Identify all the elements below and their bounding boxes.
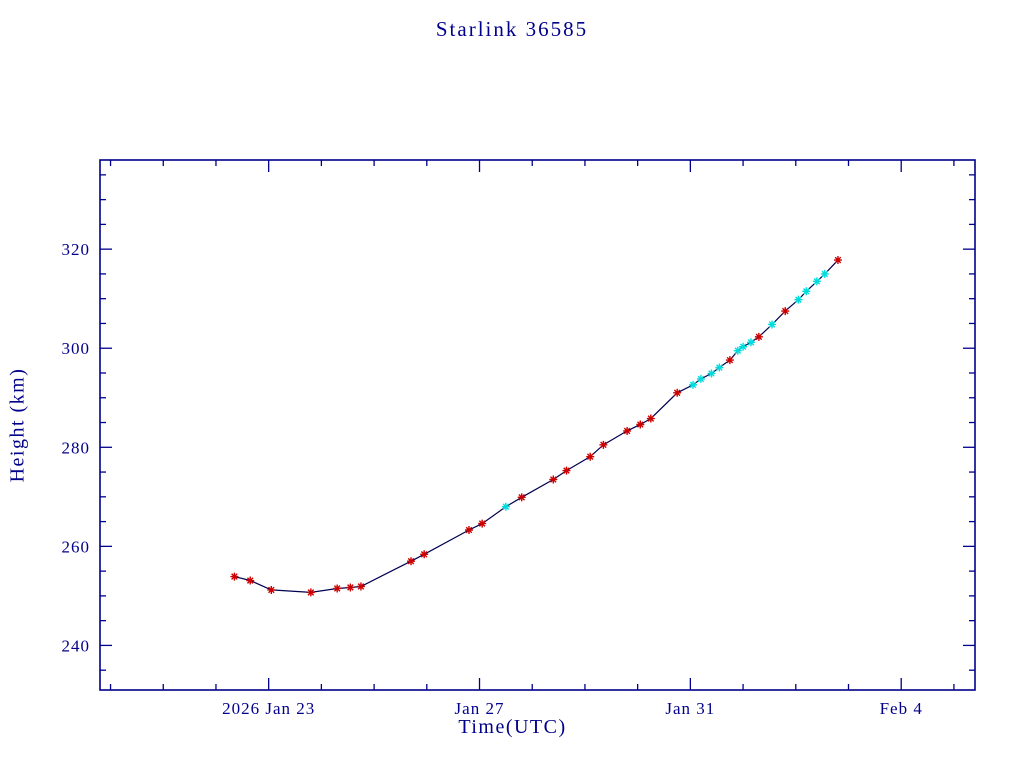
data-marker-cyan [733, 346, 742, 355]
data-marker-red [673, 388, 682, 397]
data-marker-red [562, 466, 571, 475]
data-marker-cyan [696, 374, 705, 383]
data-marker-red [346, 583, 355, 592]
data-marker-red [517, 493, 526, 502]
data-marker-red [246, 576, 255, 585]
data-marker-red [646, 414, 655, 423]
data-marker-red [406, 557, 415, 566]
data-marker-red [306, 588, 315, 597]
data-marker-cyan [768, 320, 777, 329]
data-marker-cyan [739, 342, 748, 351]
data-marker-cyan [501, 502, 510, 511]
x-tick-label: Jan 31 [665, 699, 715, 718]
data-marker-red [464, 526, 473, 535]
plot-frame [99, 159, 976, 691]
chart-title: Starlink 36585 [435, 17, 589, 41]
data-marker-red [478, 519, 487, 528]
data-marker-red [230, 572, 239, 581]
x-tick-label: 2026 Jan 23 [222, 699, 315, 718]
data-marker-cyan [746, 338, 755, 347]
data-marker-red [781, 307, 790, 316]
y-tick-label: 260 [62, 537, 91, 556]
y-tick-label: 280 [62, 438, 91, 457]
data-marker-red [599, 440, 608, 449]
data-marker-red [267, 585, 276, 594]
data-marker-cyan [802, 287, 811, 296]
data-marker-red [725, 356, 734, 365]
x-tick-label: Jan 27 [455, 699, 505, 718]
data-marker-red [754, 332, 763, 341]
y-tick-label: 300 [62, 339, 91, 358]
x-axis-label: Time(UTC) [458, 716, 567, 738]
data-marker-red [356, 582, 365, 591]
data-marker-red [623, 426, 632, 435]
data-marker-cyan [707, 369, 716, 378]
height-curve [234, 259, 839, 594]
data-marker-cyan [820, 269, 829, 278]
x-tick-label: Feb 4 [880, 699, 923, 718]
data-marker-red [586, 452, 595, 461]
y-tick-label: 240 [62, 636, 91, 655]
data-marker-red [636, 420, 645, 429]
data-marker-red [549, 475, 558, 484]
data-marker-cyan [688, 380, 697, 389]
data-marker-cyan [715, 363, 724, 372]
data-marker-red [333, 584, 342, 593]
data-marker-cyan [794, 295, 803, 304]
data-marker-red [833, 256, 842, 265]
data-marker-red [420, 550, 429, 559]
y-tick-label: 320 [62, 240, 91, 259]
data-marker-cyan [812, 277, 821, 286]
